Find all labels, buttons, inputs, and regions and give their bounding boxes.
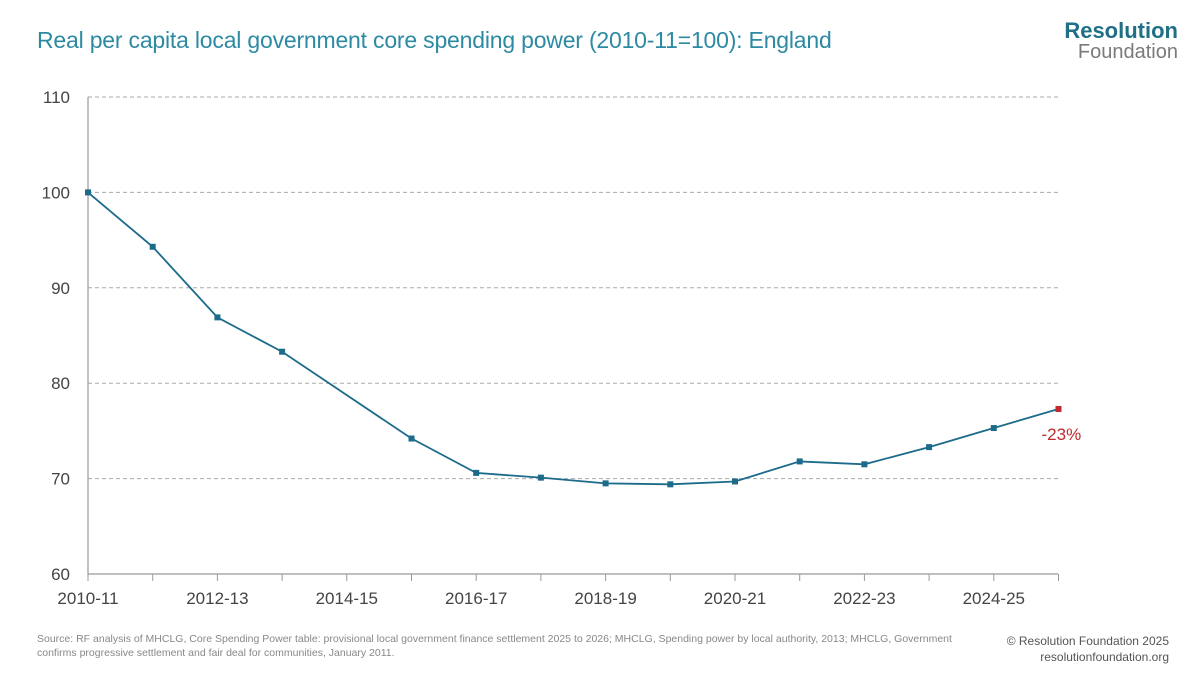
x-tick-label: 2016-17 bbox=[445, 589, 507, 608]
x-tick-label: 2022-23 bbox=[833, 589, 895, 608]
line-chart: 60 70 80 90 100 110 2010-11 2012-13 2014-15 2016… bbox=[42, 88, 1082, 608]
y-tick-label: 60 bbox=[51, 565, 70, 584]
x-axis: 2010-11 2012-13 2014-15 2016-17 2018-19 2020-… bbox=[57, 97, 1059, 608]
y-tick-label: 110 bbox=[43, 88, 70, 107]
data-point bbox=[279, 348, 286, 355]
data-point bbox=[602, 480, 609, 487]
data-point bbox=[537, 474, 544, 481]
x-tick-label: 2010-11 bbox=[57, 589, 118, 608]
y-tick-label: 90 bbox=[51, 279, 70, 298]
y-tick-label: 100 bbox=[42, 183, 70, 202]
data-point bbox=[861, 461, 868, 468]
source-note: Source: RF analysis of MHCLG, Core Spend… bbox=[37, 633, 952, 659]
data-point bbox=[990, 425, 997, 432]
data-point bbox=[667, 481, 674, 488]
data-point bbox=[732, 478, 738, 485]
data-point bbox=[214, 314, 221, 321]
logo-line-1: Resolution bbox=[1064, 18, 1178, 43]
x-tick-label: 2024-25 bbox=[963, 589, 1025, 608]
website-link[interactable]: resolutionfoundation.org bbox=[1040, 650, 1169, 665]
x-tick-label: 2020-21 bbox=[704, 589, 766, 608]
series-line bbox=[87, 191, 1059, 486]
resolution-foundation-logo: Resolution Foundation bbox=[1064, 18, 1178, 63]
x-tick-label: 2012-13 bbox=[186, 589, 248, 608]
gridlines bbox=[88, 96, 1058, 480]
y-tick-label: 80 bbox=[51, 374, 70, 393]
data-point bbox=[926, 444, 933, 451]
data-points bbox=[85, 189, 1062, 488]
y-tick-label: 70 bbox=[51, 470, 70, 489]
change-annotation: -23% bbox=[1042, 425, 1082, 444]
data-point bbox=[149, 243, 156, 250]
data-point bbox=[85, 189, 91, 196]
chart-title: Real per capita local government core sp… bbox=[37, 27, 832, 53]
data-point bbox=[1055, 405, 1062, 412]
x-tick-label: 2018-19 bbox=[574, 589, 636, 608]
annotations: -23% bbox=[1042, 425, 1082, 444]
y-axis-ticks: 60 70 80 90 100 110 bbox=[42, 88, 70, 584]
copyright-block: © Resolution Foundation 2025 resolutionf… bbox=[1007, 633, 1169, 665]
logo-line-2: Foundation bbox=[1077, 41, 1178, 63]
data-point bbox=[408, 435, 415, 442]
data-point bbox=[796, 458, 803, 465]
x-tick-label: 2014-15 bbox=[316, 589, 378, 608]
series-polyline bbox=[87, 191, 1059, 486]
copyright-text: © Resolution Foundation 2025 bbox=[1006, 634, 1169, 648]
data-point bbox=[473, 469, 480, 476]
